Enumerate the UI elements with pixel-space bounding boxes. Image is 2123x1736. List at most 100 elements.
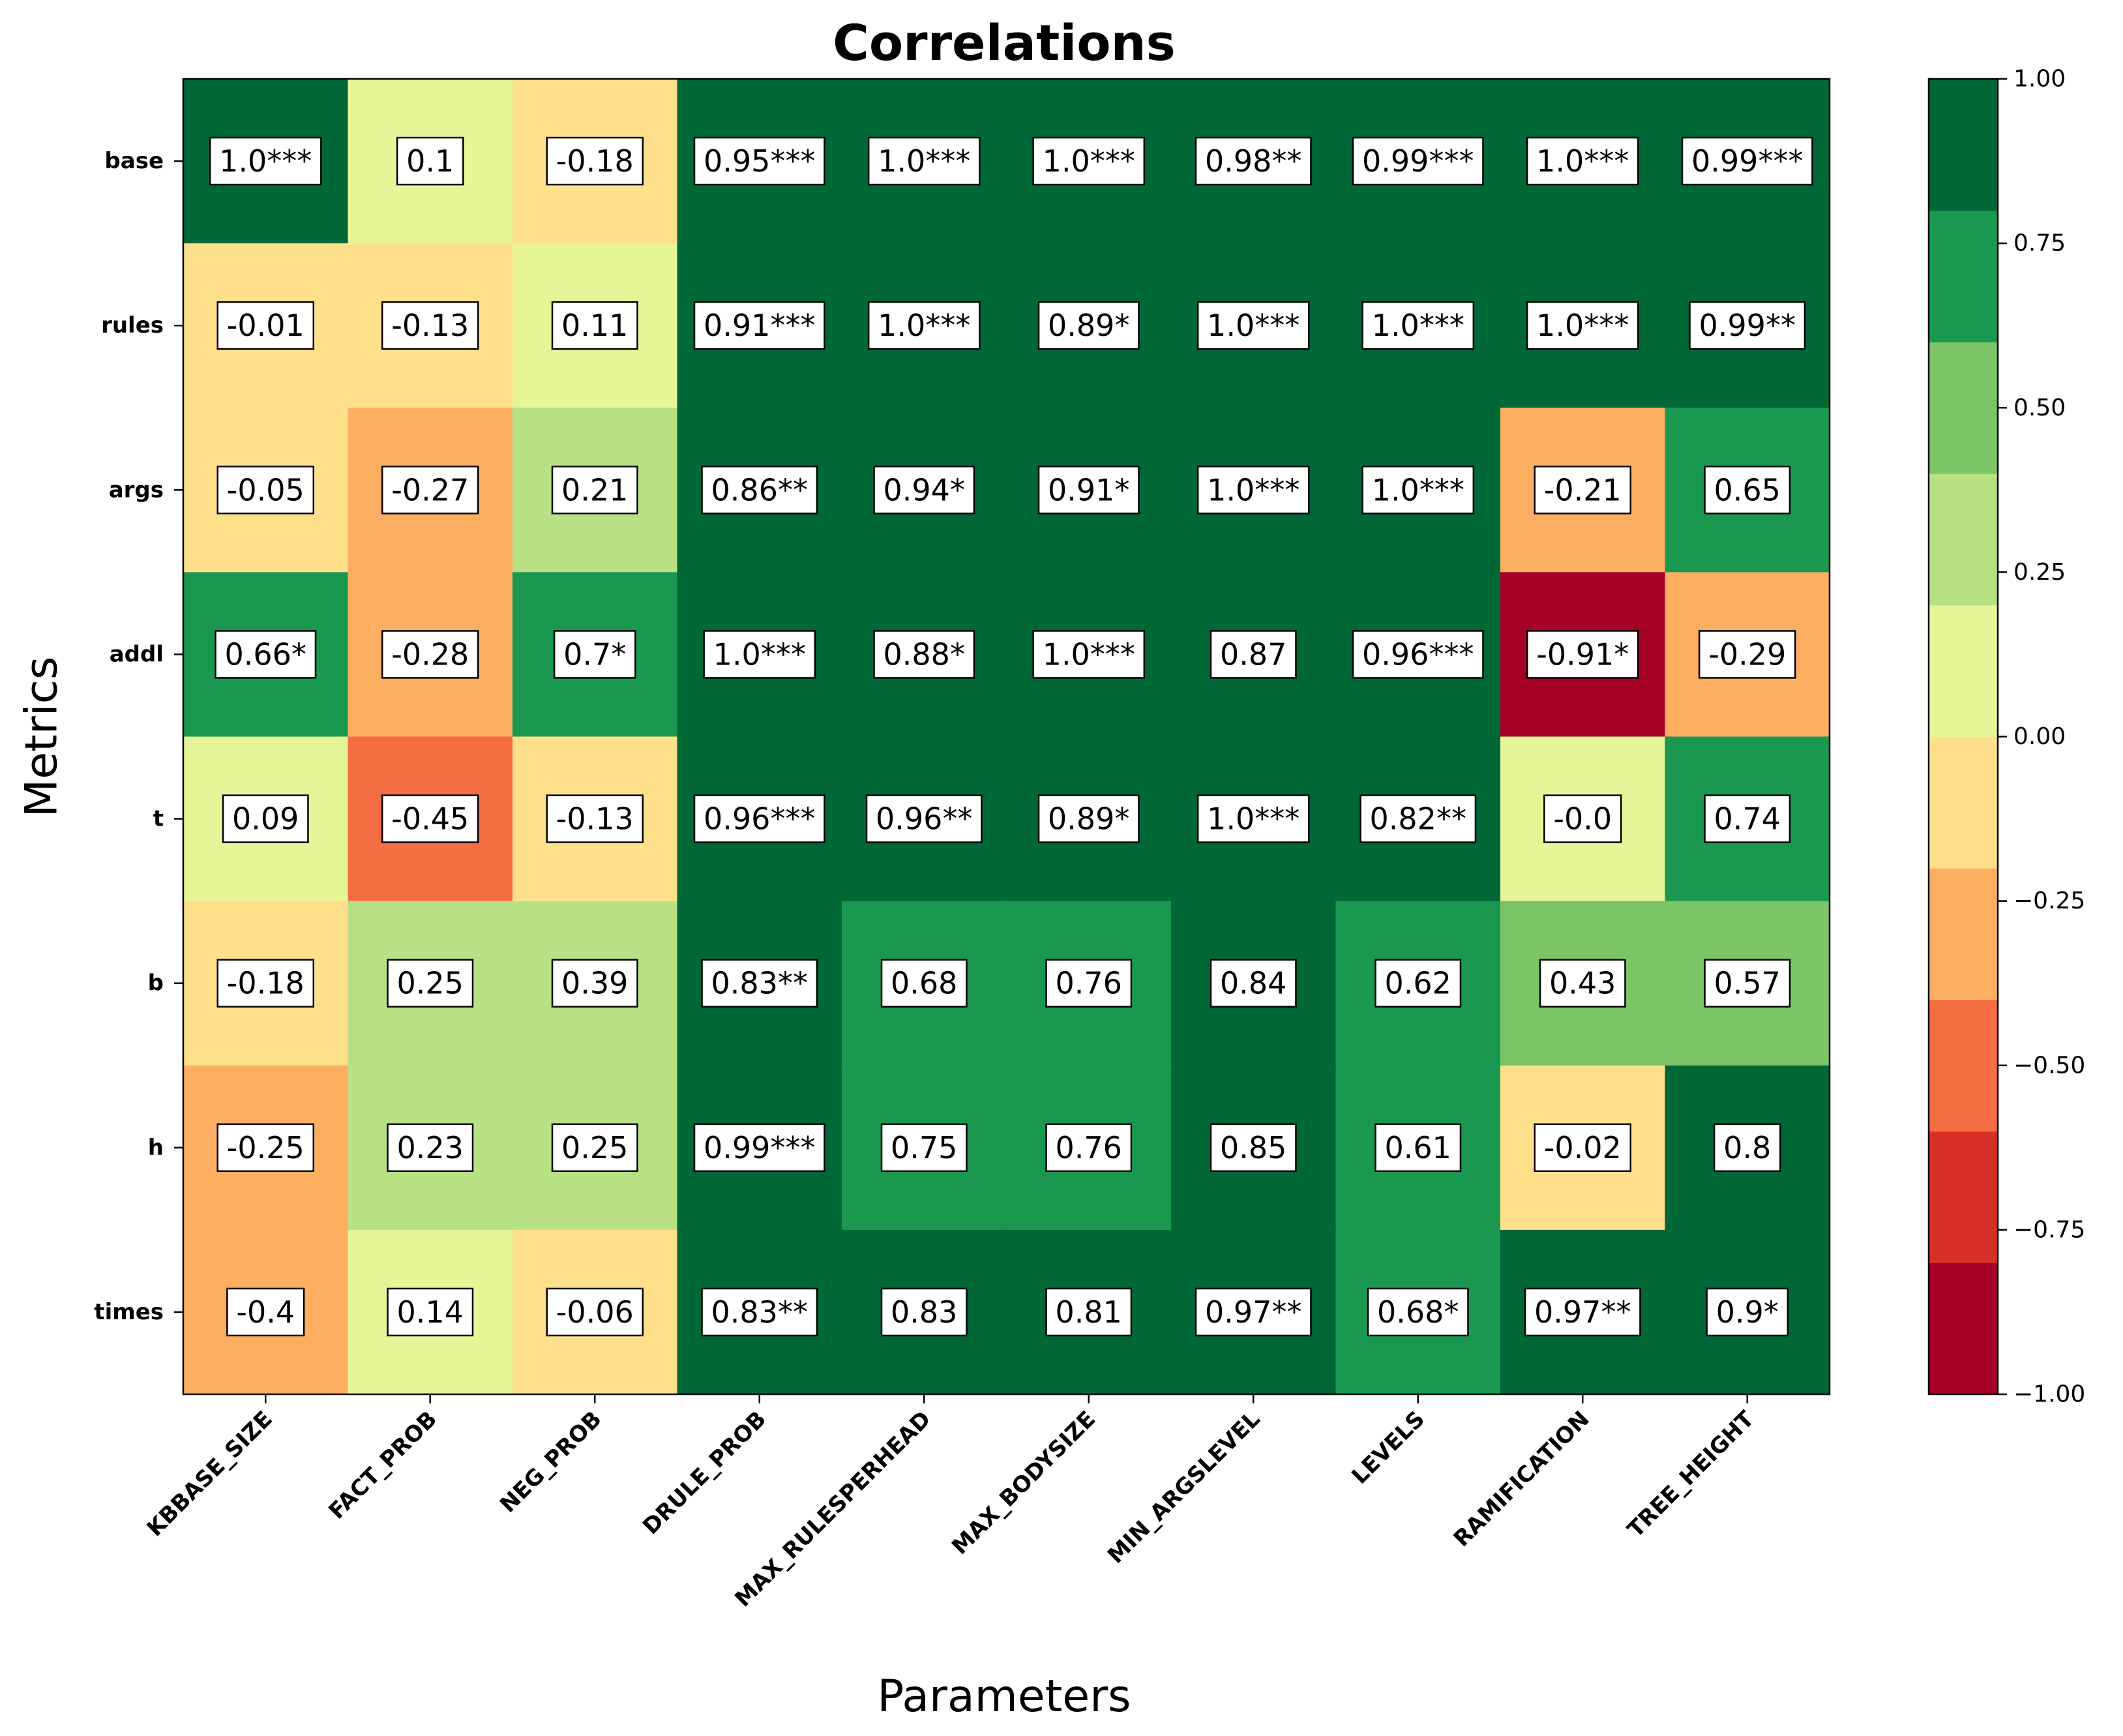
column-tick-label: MIN_ARGSLEVEL [1103,1406,1266,1569]
cell-value-label: 1.0*** [878,308,970,343]
cell-label-box [1526,136,1639,186]
cell-label-box [880,1287,968,1337]
cell-value-label: 0.83** [711,966,808,1001]
cell-value-label: 0.68* [1377,1295,1459,1330]
cell-value-label: 0.76 [1056,966,1122,1001]
row-tick-label: h [148,1135,164,1161]
cell-label-box [703,630,816,679]
cell-label-box [873,466,975,515]
cell-value-label: -0.21 [1544,472,1622,507]
cell-label-box [1361,466,1475,515]
cell-label-box [551,959,638,1008]
cell-value-label: 1.0*** [1207,308,1299,343]
colorbar-bin [1929,868,1998,1000]
cell-label-box [387,1287,474,1337]
colorbar-tick-label: 0.75 [2013,230,2066,257]
cell-label-box [873,630,975,679]
cell-label-box [1210,959,1297,1008]
cell-label-box [1534,466,1632,515]
cell-value-label: 0.43 [1549,966,1616,1001]
cell-label-box [396,136,464,186]
cell-label-box [1698,630,1796,679]
cell-label-box [551,466,638,515]
cell-label-box [701,959,818,1008]
cell-label-box [693,794,825,843]
cell-value-label: 1.0*** [713,636,806,672]
cell-value-label: 0.76 [1056,1130,1122,1165]
row-tick-label: t [153,806,164,832]
cell-label-box [387,1123,474,1173]
colorbar-bin [1929,1131,1998,1263]
chart-title: Correlations [833,14,1176,72]
cell-value-label: 0.1 [406,143,454,179]
cell-label-box [1195,136,1312,186]
cell-label-box [1524,1287,1641,1337]
cell-value-label: 0.99*** [704,1130,815,1165]
cell-value-label: 1.0*** [1372,472,1464,507]
cell-label-box [1526,301,1639,350]
cell-value-label: 0.95*** [704,143,815,179]
cell-label-box [1367,1287,1469,1337]
colorbar-tick-label: 1.00 [2013,66,2066,93]
heatmap-cells: 1.0*** 0.1 -0.18 0.95*** 1.0*** 1.0*** 0.98** 0… [183,79,1830,1395]
cell-value-label: 0.96*** [1362,636,1474,672]
cell-label-box [865,794,983,843]
cell-label-box [1037,301,1140,350]
cell-value-label: 0.65 [1714,472,1781,507]
cell-label-box [222,794,309,843]
cell-label-box [1539,959,1626,1008]
colorbar-bin [1929,605,1998,738]
cell-value-label: 1.0*** [1536,308,1629,343]
cell-value-label: 0.25 [397,966,464,1001]
cell-value-label: -0.45 [391,801,469,837]
cell-value-label: 0.98** [1205,143,1301,179]
cell-label-box [553,630,636,679]
cell-label-box [1534,1123,1632,1173]
cell-value-label: 0.87 [1220,636,1286,672]
cell-value-label: 0.84 [1220,966,1286,1001]
y-axis-label: Metrics [16,657,68,818]
cell-label-box [1689,301,1806,350]
cell-label-box [701,466,818,515]
cell-label-box [1704,959,1791,1008]
row-tick-labels: base rules args addl t b h times [94,148,183,1325]
cell-label-box [1543,794,1622,843]
row-tick-label: rules [101,312,164,338]
cell-label-box [1681,136,1813,186]
cell-label-box [1196,794,1310,843]
cell-value-label: 0.83 [891,1295,957,1330]
column-tick-label: KBBASE_SIZE [142,1406,278,1542]
column-tick-label: DRULE_PROB [638,1406,771,1540]
cell-label-box [216,301,315,350]
cell-label-box [381,466,479,515]
cell-value-label: -0.13 [391,308,469,343]
row-tick-label: base [104,148,164,174]
cell-value-label: 0.68 [891,966,957,1001]
colorbar-tick-label: 0.25 [2013,559,2066,586]
cell-value-label: 0.23 [397,1130,464,1165]
cell-label-box [546,136,644,186]
colorbar: 1.00 0.75 0.50 0.25 0.00 −0.25 −0.50 −0.75 −1.00 [1927,66,2085,1408]
cell-value-label: -0.05 [227,472,304,507]
cell-value-label: 0.91*** [704,308,815,343]
row-tick-label: b [148,970,164,996]
cell-value-label: 0.83** [711,1295,808,1330]
cell-value-label: 0.89* [1048,801,1129,837]
cell-label-box [1526,630,1639,679]
cell-value-label: 1.0*** [1043,143,1135,179]
cell-label-box [1210,1123,1297,1173]
column-tick-label: LEVELS [1346,1406,1430,1489]
x-axis-label: Parameters [877,1671,1131,1722]
cell-value-label: 0.75 [891,1130,957,1165]
cell-value-label: 0.21 [561,472,628,507]
cell-value-label: 0.39 [561,966,628,1001]
cell-label-box [1037,466,1140,515]
row-tick-label: args [109,477,164,503]
column-tick-label: MAX_BODYSIZE [947,1406,1101,1560]
cell-label-box [1361,301,1475,350]
cell-value-label: 1.0*** [1207,472,1299,507]
cell-label-box [1352,630,1484,679]
cell-label-box [381,794,479,843]
column-tick-label: FACT_PROB [324,1406,443,1525]
